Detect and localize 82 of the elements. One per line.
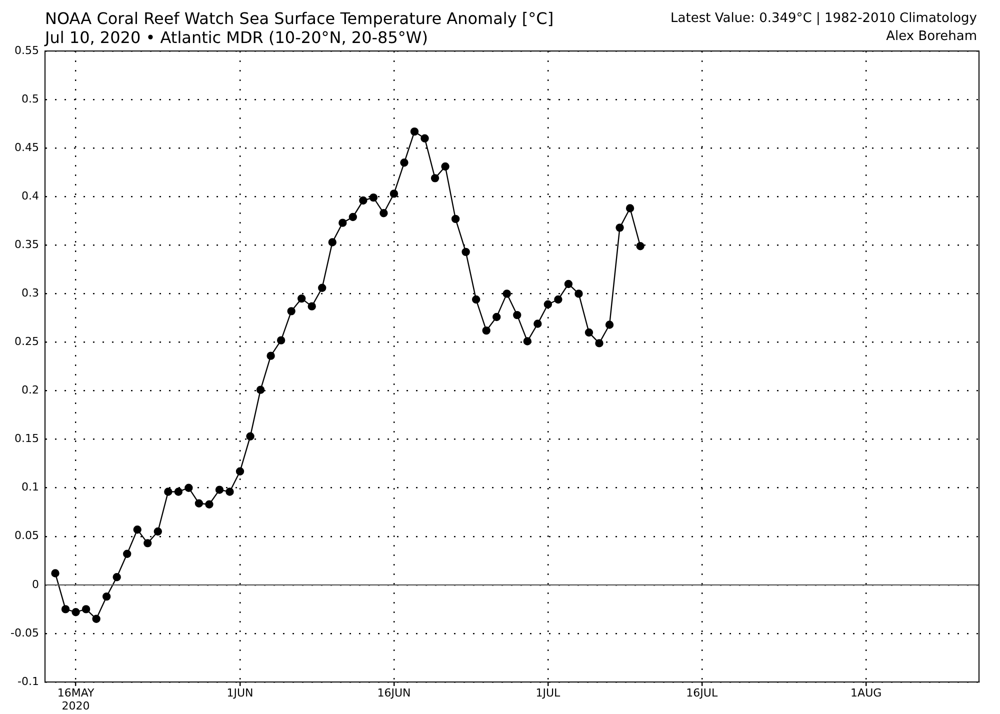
point	[318, 284, 326, 292]
point	[194, 499, 204, 508]
point	[584, 328, 594, 337]
point	[574, 290, 583, 298]
text: Alex Boreham	[886, 28, 977, 46]
point	[256, 386, 265, 394]
point	[144, 539, 152, 548]
y-tick-label: 0.2	[22, 384, 39, 397]
point	[308, 302, 316, 310]
point	[410, 127, 419, 136]
point	[82, 605, 90, 614]
point	[51, 569, 60, 578]
point	[472, 295, 480, 304]
text: Latest Value: 0.349°C | 1982-2010 Climatology	[670, 10, 977, 28]
point	[246, 432, 254, 440]
y-tick-label: 0.45	[14, 140, 39, 154]
point	[420, 134, 429, 142]
point	[554, 295, 562, 304]
point	[513, 310, 522, 320]
point	[595, 339, 604, 348]
point	[636, 242, 644, 250]
point	[544, 300, 552, 308]
point	[616, 224, 624, 232]
point	[184, 484, 193, 492]
point	[502, 290, 511, 298]
y-tick-label: 0.25	[14, 335, 39, 348]
point	[328, 238, 336, 246]
point	[441, 162, 450, 171]
point	[226, 488, 234, 496]
point	[492, 312, 501, 322]
point	[369, 193, 378, 202]
x-tick-label: 16JUL	[686, 686, 718, 700]
y-tick-label: 0.1	[22, 480, 39, 494]
x-tick-label: 1JUN	[226, 686, 254, 700]
point	[359, 196, 368, 205]
point	[61, 605, 70, 614]
point	[380, 209, 388, 218]
point	[102, 592, 111, 601]
point	[348, 212, 358, 222]
point	[236, 467, 244, 476]
y-tick-label: -0.05	[10, 626, 39, 640]
chart-subtitle: Jul 10, 2020 • Atlantic MDR (10-20°N, 20-85°W)	[45, 28, 428, 47]
point	[112, 573, 121, 582]
point	[174, 488, 183, 496]
point	[133, 525, 142, 534]
point	[626, 204, 634, 212]
point	[164, 488, 172, 496]
x-tick-label: 16JUN	[377, 686, 411, 700]
point	[287, 307, 296, 316]
x-tick-label: 1AUG	[850, 686, 882, 700]
point	[276, 336, 286, 344]
point	[564, 280, 573, 288]
point	[430, 174, 440, 182]
y-tick-label: 0.3	[22, 286, 39, 300]
x-tick-label: 16MAY 2020	[57, 686, 95, 713]
point	[205, 500, 214, 508]
point	[338, 218, 347, 227]
point	[154, 527, 162, 536]
point	[451, 214, 460, 224]
point	[72, 608, 80, 616]
y-tick-label: 0.55	[14, 44, 39, 57]
point	[92, 614, 100, 623]
y-tick-label: 0.4	[22, 189, 39, 202]
chart-title: NOAA Coral Reef Watch Sea Surface Temperature Anomaly [°C]	[45, 9, 554, 28]
point	[462, 248, 470, 256]
point	[266, 352, 275, 360]
point	[534, 320, 542, 328]
point	[482, 326, 490, 335]
y-tick-label: 0.05	[14, 529, 39, 542]
y-tick-label: 0	[32, 578, 39, 591]
y-tick-label: -0.1	[18, 674, 39, 688]
point	[390, 190, 398, 198]
point	[215, 486, 224, 494]
point	[605, 320, 614, 329]
x-tick-label: 1JUL	[536, 686, 561, 700]
point	[123, 550, 132, 558]
point	[297, 294, 306, 303]
y-tick-label: 0.15	[14, 432, 39, 446]
point	[400, 158, 408, 167]
point	[523, 337, 532, 346]
y-tick-label: 0.5	[22, 92, 39, 106]
y-tick-label: 0.35	[14, 238, 39, 252]
